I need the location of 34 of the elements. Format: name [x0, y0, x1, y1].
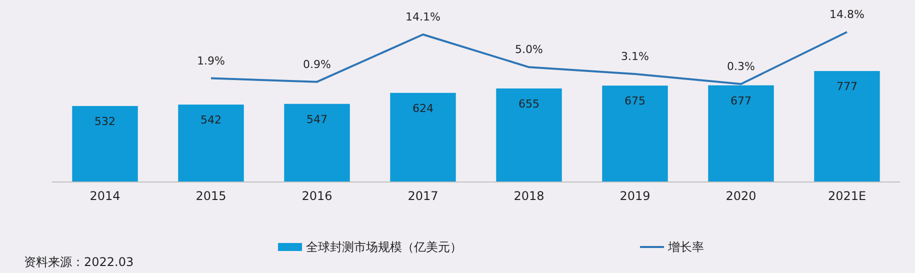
x-tick-label: 2017 — [408, 189, 438, 203]
bar — [390, 92, 456, 182]
data-label: 14.1% — [406, 10, 440, 24]
data-label: 542 — [200, 114, 222, 127]
data-label: 547 — [306, 112, 328, 126]
data-label: 777 — [836, 80, 858, 94]
bar — [496, 88, 562, 182]
data-label: 677 — [730, 94, 752, 108]
x-tick-label: 2018 — [514, 189, 544, 203]
x-tick-label: 2021E — [828, 189, 866, 203]
data-label: 1.9% — [197, 54, 225, 68]
legend-label: 增长率 — [667, 240, 704, 254]
text: 资料来源：2022.03 — [24, 255, 134, 269]
bar — [284, 104, 350, 182]
bar — [602, 86, 668, 182]
bar — [178, 104, 244, 182]
data-label: 5.0% — [515, 43, 543, 56]
x-tick-label: 2016 — [302, 189, 332, 203]
data-label: 3.1% — [621, 50, 649, 63]
bar — [72, 106, 138, 182]
bar — [814, 71, 880, 182]
data-label: 624 — [412, 102, 434, 115]
x-tick-label: 2014 — [90, 189, 120, 203]
data-label: 0.3% — [727, 60, 755, 73]
x-tick-label: 2015 — [196, 189, 226, 203]
data-label: 655 — [518, 97, 540, 110]
x-tick-label: 2019 — [620, 189, 650, 203]
data-label: 14.8% — [830, 8, 864, 21]
legend-label: 全球封测市场规模（亿美元） — [306, 240, 462, 254]
data-label: 675 — [624, 94, 646, 108]
data-label: 532 — [94, 115, 116, 128]
bar — [708, 85, 774, 182]
x-tick-label: 2020 — [726, 189, 756, 203]
data-label: 0.9% — [303, 58, 331, 71]
